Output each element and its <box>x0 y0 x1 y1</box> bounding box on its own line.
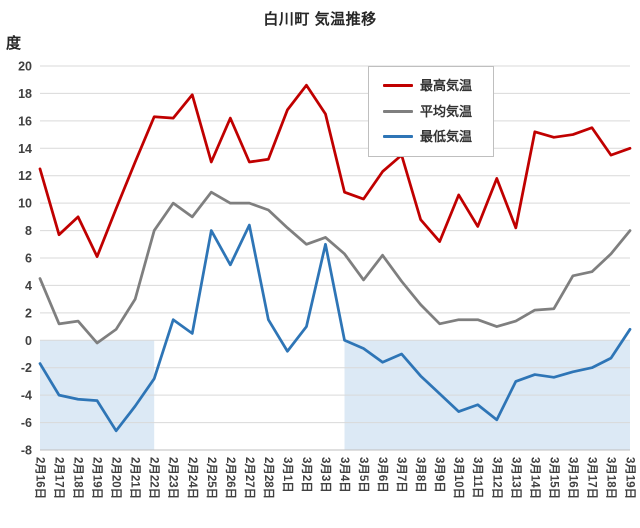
x-tick-label: 3月18日 <box>604 457 617 499</box>
x-tick-label: 3月8日 <box>414 457 427 493</box>
y-tick-label: 12 <box>18 169 32 183</box>
x-tick-label: 2月26日 <box>224 457 237 499</box>
x-tick-label: 2月23日 <box>167 457 180 499</box>
chart-title: 白川町 気温推移 <box>263 11 377 28</box>
min-temp-line <box>38 223 632 433</box>
x-tick-label: 3月12日 <box>490 457 503 499</box>
avg-temp-line-swatch <box>383 109 413 113</box>
x-tick-label: 3月3日 <box>319 457 332 493</box>
y-tick-label: 6 <box>25 252 32 266</box>
y-tick-label: 10 <box>18 197 32 211</box>
legend: 最高気温 平均気温 最低気温 <box>368 66 494 157</box>
x-tick-label: 3月10日 <box>452 457 465 499</box>
y-tick-label: 2 <box>25 306 32 320</box>
x-tick-label: 3月1日 <box>281 457 294 493</box>
x-tick-label: 2月19日 <box>91 457 104 499</box>
max-temp-line <box>38 83 632 259</box>
x-tick-label: 3月7日 <box>395 457 408 493</box>
x-tick-label: 3月9日 <box>433 457 446 493</box>
x-tick-label: 2月24日 <box>186 457 199 499</box>
x-tick-label: 2月18日 <box>72 457 85 499</box>
y-tick-label: 8 <box>25 224 32 238</box>
x-tick-label: 2月22日 <box>148 457 161 499</box>
x-tick-label: 3月6日 <box>376 457 389 493</box>
x-tick-label: 3月13日 <box>509 457 522 499</box>
legend-item-avg-temp: 平均気温 <box>369 102 493 122</box>
x-tick-label: 3月2日 <box>300 457 313 493</box>
legend-item-max-temp: 最高気温 <box>369 76 493 96</box>
max-temp-line-swatch <box>383 84 413 88</box>
y-tick-label: 18 <box>18 87 32 101</box>
x-tick-label: 3月19日 <box>624 457 637 499</box>
legend-item-min-temp: 最低気温 <box>369 127 493 147</box>
y-tick-label: -4 <box>21 389 32 403</box>
x-tick-label: 2月21日 <box>129 457 142 499</box>
avg-temp-line <box>38 190 632 345</box>
x-tick-label: 2月28日 <box>262 457 275 499</box>
x-tick-label: 2月25日 <box>205 457 218 499</box>
x-tick-label: 3月16日 <box>566 457 579 499</box>
x-tick-label: 3月11日 <box>471 457 484 499</box>
legend-label-avg-temp: 平均気温 <box>420 103 473 119</box>
y-tick-label: 14 <box>18 142 32 156</box>
min-temp-line-swatch <box>383 135 413 139</box>
y-tick-label: -2 <box>21 361 32 375</box>
x-tick-label: 3月14日 <box>528 457 541 499</box>
y-tick-label: 16 <box>18 114 32 128</box>
y-tick-label: 4 <box>25 279 32 293</box>
x-tick-label: 2月20日 <box>110 457 123 499</box>
legend-label-min-temp: 最低気温 <box>420 129 473 145</box>
x-tick-label: 3月5日 <box>357 457 370 493</box>
x-tick-label: 2月17日 <box>53 457 66 499</box>
x-tick-label: 3月17日 <box>585 457 598 499</box>
x-tick-label: 2月16日 <box>34 457 47 499</box>
y-tick-label: 0 <box>25 334 32 348</box>
x-tick-label: 3月15日 <box>547 457 560 499</box>
legend-label-max-temp: 最高気温 <box>420 78 473 93</box>
x-tick-label: 2月27日 <box>243 457 256 499</box>
y-tick-label: -8 <box>21 444 32 458</box>
y-tick-label: 20 <box>18 60 32 74</box>
x-tick-label: 3月4日 <box>338 457 351 493</box>
y-axis-unit-label: 度 <box>6 35 22 52</box>
y-tick-label: -6 <box>21 416 32 430</box>
